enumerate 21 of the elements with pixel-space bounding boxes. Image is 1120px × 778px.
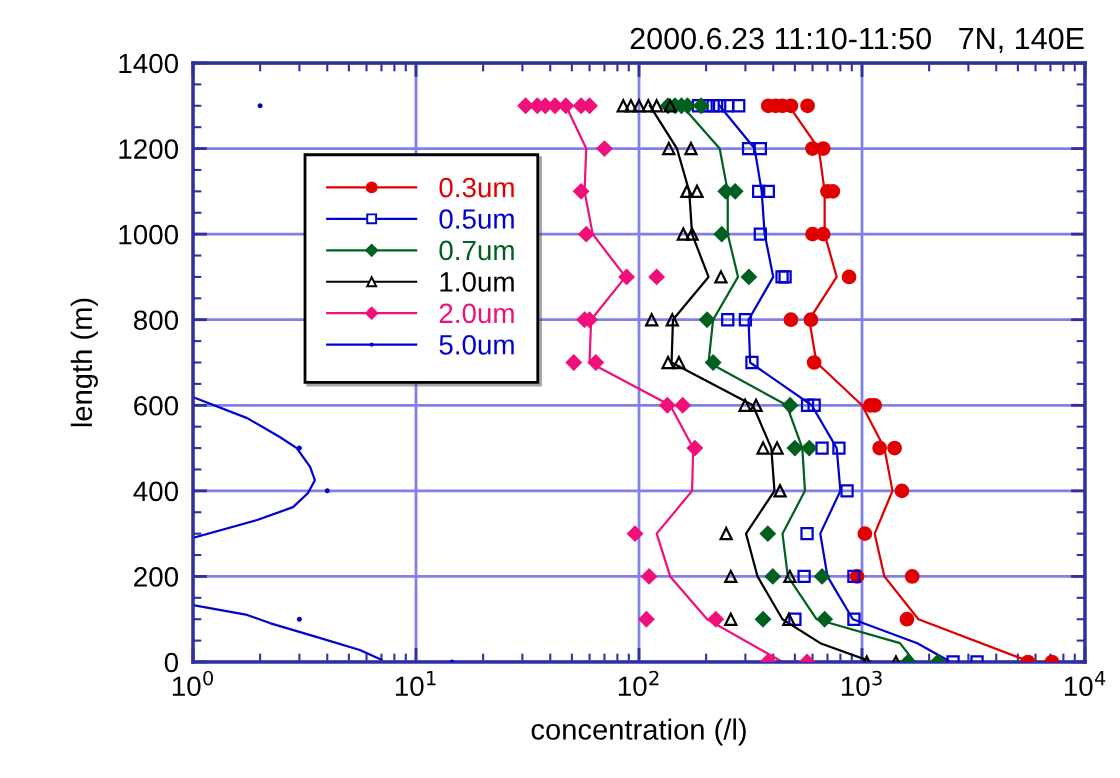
legend-label: 5.0um	[439, 334, 514, 355]
y-axis-title: length (m)	[70, 298, 98, 427]
y-tick-label: 600	[134, 395, 179, 416]
x-axis-title: concentration (/l)	[531, 718, 746, 746]
y-tick-label: 1000	[119, 224, 179, 245]
legend-label: 1.0um	[440, 272, 514, 292]
x-tick-label: 10$^{3}$	[841, 670, 882, 697]
chart-title: 2000.6.23 11:10-11:50 7N, 140E	[630, 27, 1084, 54]
y-tick-label: 1400	[119, 53, 179, 74]
x-tick-label: 10$^{4}$	[1064, 671, 1106, 697]
y-tick-label: 800	[133, 310, 179, 331]
x-tick-label: 10$^{1}$	[395, 671, 436, 697]
y-tick-label: 200	[134, 567, 179, 587]
legend-label: 0.5um	[439, 209, 514, 229]
legend-label: 0.7um	[439, 240, 514, 261]
y-tick-label: 0	[164, 652, 179, 673]
x-tick-label: 10$^{2}$	[618, 670, 659, 697]
y-tick-label: 1200	[119, 139, 179, 159]
legend-label: 0.3um	[439, 177, 514, 198]
legend-label: 2.0um	[439, 303, 514, 324]
y-tick-label: 400	[133, 481, 179, 502]
